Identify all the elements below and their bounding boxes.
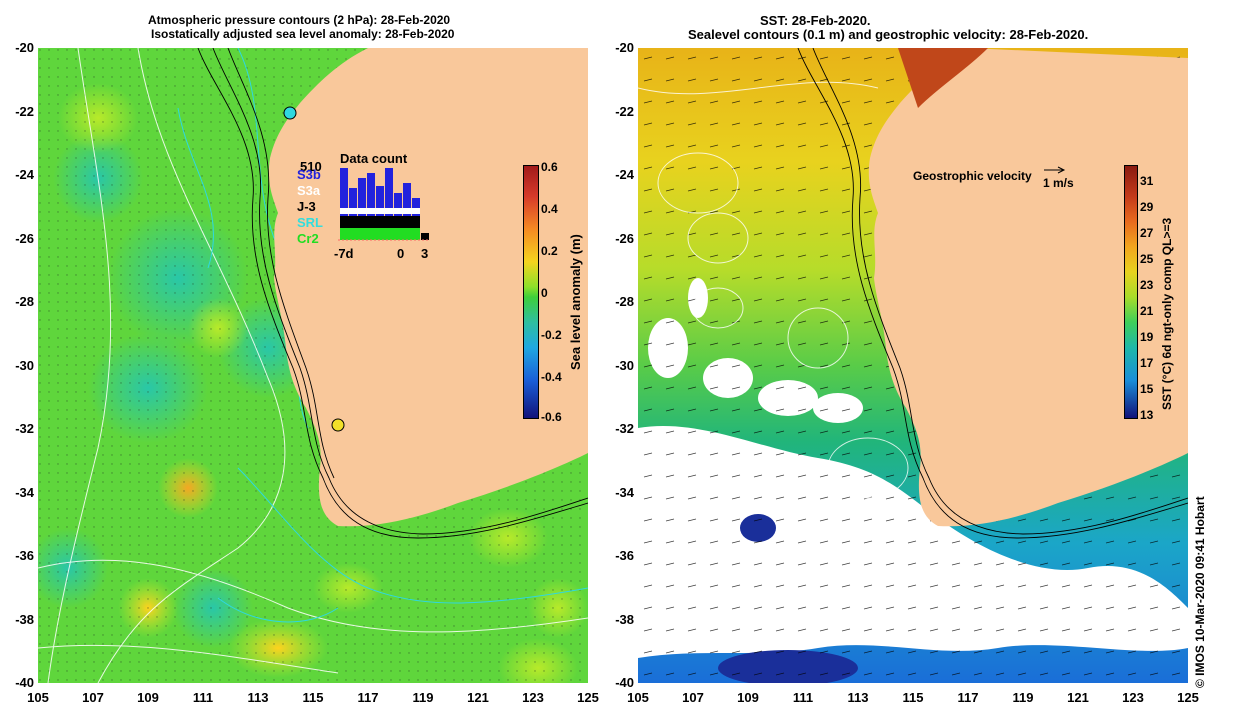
histogram-axis-end: 3 bbox=[421, 246, 429, 261]
sst-field bbox=[638, 48, 1188, 683]
sea-level-colorbar bbox=[523, 165, 539, 419]
left-x-tick-label: 119 bbox=[412, 690, 434, 705]
right-y-tick-label: -36 bbox=[615, 548, 634, 563]
right-title-line1: SST: 28-Feb-2020. bbox=[760, 13, 871, 28]
left-x-tick-label: 111 bbox=[192, 690, 214, 705]
left-y-tick-label: -40 bbox=[15, 675, 34, 690]
histogram-axis-start: -7d bbox=[334, 246, 354, 261]
bathymetry-lines bbox=[197, 48, 588, 539]
colorbar-tick: 0.2 bbox=[541, 244, 558, 258]
left-sea-level-map bbox=[38, 48, 588, 683]
right-x-tick-label: 125 bbox=[1177, 690, 1199, 705]
left-y-tick-label: -32 bbox=[15, 421, 34, 436]
right-y-tick-label: -32 bbox=[615, 421, 634, 436]
mission-label-j3: J-3 bbox=[297, 199, 316, 214]
right-y-tick-label: -38 bbox=[615, 611, 634, 627]
velocity-scale-arrowhead bbox=[1057, 166, 1066, 174]
colorbar-tick: 31 bbox=[1140, 174, 1154, 188]
colorbar-tick: -0.4 bbox=[541, 370, 562, 384]
left-y-tick-label: -38 bbox=[15, 611, 34, 627]
left-y-tick-label: -24 bbox=[15, 167, 34, 182]
right-y-tick-label: -34 bbox=[615, 484, 634, 500]
histogram-axis-zero: 0 bbox=[397, 246, 405, 261]
colorbar-tick: 21 bbox=[1140, 304, 1154, 318]
tide-gauge-marker bbox=[283, 106, 297, 120]
right-x-tick-label: 121 bbox=[1067, 690, 1089, 705]
sea-level-contours-right bbox=[638, 81, 909, 499]
pressure-contours bbox=[38, 48, 588, 683]
australia-land bbox=[868, 48, 1188, 527]
left-y-tick-label: -22 bbox=[15, 103, 34, 119]
left-colorbar-label: Sea level anomaly (m) bbox=[568, 234, 583, 370]
left-y-tick-label: -28 bbox=[15, 294, 34, 309]
left-y-tick-label: -34 bbox=[15, 484, 34, 500]
left-x-tick-label: 123 bbox=[522, 690, 544, 705]
right-x-tick-label: 105 bbox=[627, 690, 649, 705]
left-x-tick-label: 109 bbox=[137, 690, 159, 705]
bathymetry-lines bbox=[797, 48, 1188, 539]
right-y-tick-label: -24 bbox=[615, 167, 634, 182]
colorbar-tick: 25 bbox=[1140, 252, 1154, 266]
colorbar-tick: 0.6 bbox=[541, 160, 558, 174]
right-x-tick-label: 115 bbox=[902, 690, 924, 705]
left-y-tick-label: -30 bbox=[15, 357, 34, 373]
mission-label-s3a: S3a bbox=[297, 183, 321, 198]
right-x-tick-label: 117 bbox=[957, 690, 979, 705]
right-y-tick-label: -22 bbox=[615, 103, 634, 119]
right-y-tick-label: -30 bbox=[615, 357, 634, 373]
left-x-tick-label: 113 bbox=[247, 690, 269, 705]
left-x-tick-label: 115 bbox=[302, 690, 324, 705]
left-title-line2: Isostatically adjusted sea level anomaly… bbox=[151, 27, 455, 41]
right-y-tick-label: -20 bbox=[615, 40, 634, 55]
colorbar-tick: 13 bbox=[1140, 408, 1154, 422]
left-y-tick-label: -20 bbox=[15, 40, 34, 55]
colorbar-tick: -0.2 bbox=[541, 328, 562, 342]
colorbar-tick: 23 bbox=[1140, 278, 1154, 292]
left-y-tick-label: -36 bbox=[15, 548, 34, 563]
right-sst-map bbox=[638, 48, 1188, 683]
right-x-tick-label: 123 bbox=[1122, 690, 1144, 705]
colorbar-tick: 19 bbox=[1140, 330, 1154, 344]
colorbar-tick: 27 bbox=[1140, 226, 1154, 240]
colorbar-tick: 0 bbox=[541, 286, 548, 300]
left-x-tick-label: 107 bbox=[82, 690, 104, 705]
velocity-scale-label: 1 m/s bbox=[1043, 176, 1074, 190]
warm-coastal-water bbox=[898, 48, 988, 108]
velocity-label: Geostrophic velocity bbox=[913, 169, 1032, 183]
imos-credit: © IMOS 10-Mar-2020 09:41 Hobart bbox=[1193, 496, 1207, 688]
left-x-tick-label: 117 bbox=[357, 690, 379, 705]
mission-label-s3b: S3b bbox=[297, 167, 321, 182]
colorbar-tick: 15 bbox=[1140, 382, 1154, 396]
tide-gauge-marker bbox=[331, 418, 345, 432]
left-y-tick-label: -26 bbox=[15, 230, 34, 246]
right-y-tick-label: -40 bbox=[615, 675, 634, 690]
data-count-histogram bbox=[338, 168, 430, 241]
colorbar-tick: -0.6 bbox=[541, 410, 562, 424]
left-x-tick-label: 121 bbox=[467, 690, 489, 705]
left-x-tick-label: 105 bbox=[27, 690, 49, 705]
right-x-tick-label: 111 bbox=[792, 690, 814, 705]
australia-land bbox=[268, 48, 588, 527]
colorbar-tick: 29 bbox=[1140, 200, 1154, 214]
left-x-tick-label: 125 bbox=[577, 690, 599, 705]
right-x-tick-label: 113 bbox=[847, 690, 869, 705]
right-y-tick-label: -26 bbox=[615, 230, 634, 246]
mission-label-srl: SRL bbox=[297, 215, 323, 230]
sea-level-anomaly-field bbox=[38, 48, 588, 683]
left-title-line1: Atmospheric pressure contours (2 hPa): 2… bbox=[148, 13, 451, 27]
right-x-tick-label: 107 bbox=[682, 690, 704, 705]
right-x-tick-label: 119 bbox=[1012, 690, 1034, 705]
data-count-max: 510 bbox=[300, 159, 322, 174]
mission-label-cr2: Cr2 bbox=[297, 231, 319, 246]
right-x-tick-label: 109 bbox=[737, 690, 759, 705]
right-title-line2: Sealevel contours (0.1 m) and geostrophi… bbox=[688, 27, 1089, 42]
right-colorbar-label: SST (°C) 6d ngt-only comp QL>=3 bbox=[1160, 217, 1174, 410]
data-count-title: Data count bbox=[340, 151, 408, 166]
colorbar-tick: 17 bbox=[1140, 356, 1154, 370]
sst-colorbar bbox=[1124, 165, 1138, 419]
colorbar-tick: 0.4 bbox=[541, 202, 558, 216]
right-y-tick-label: -28 bbox=[615, 294, 634, 309]
